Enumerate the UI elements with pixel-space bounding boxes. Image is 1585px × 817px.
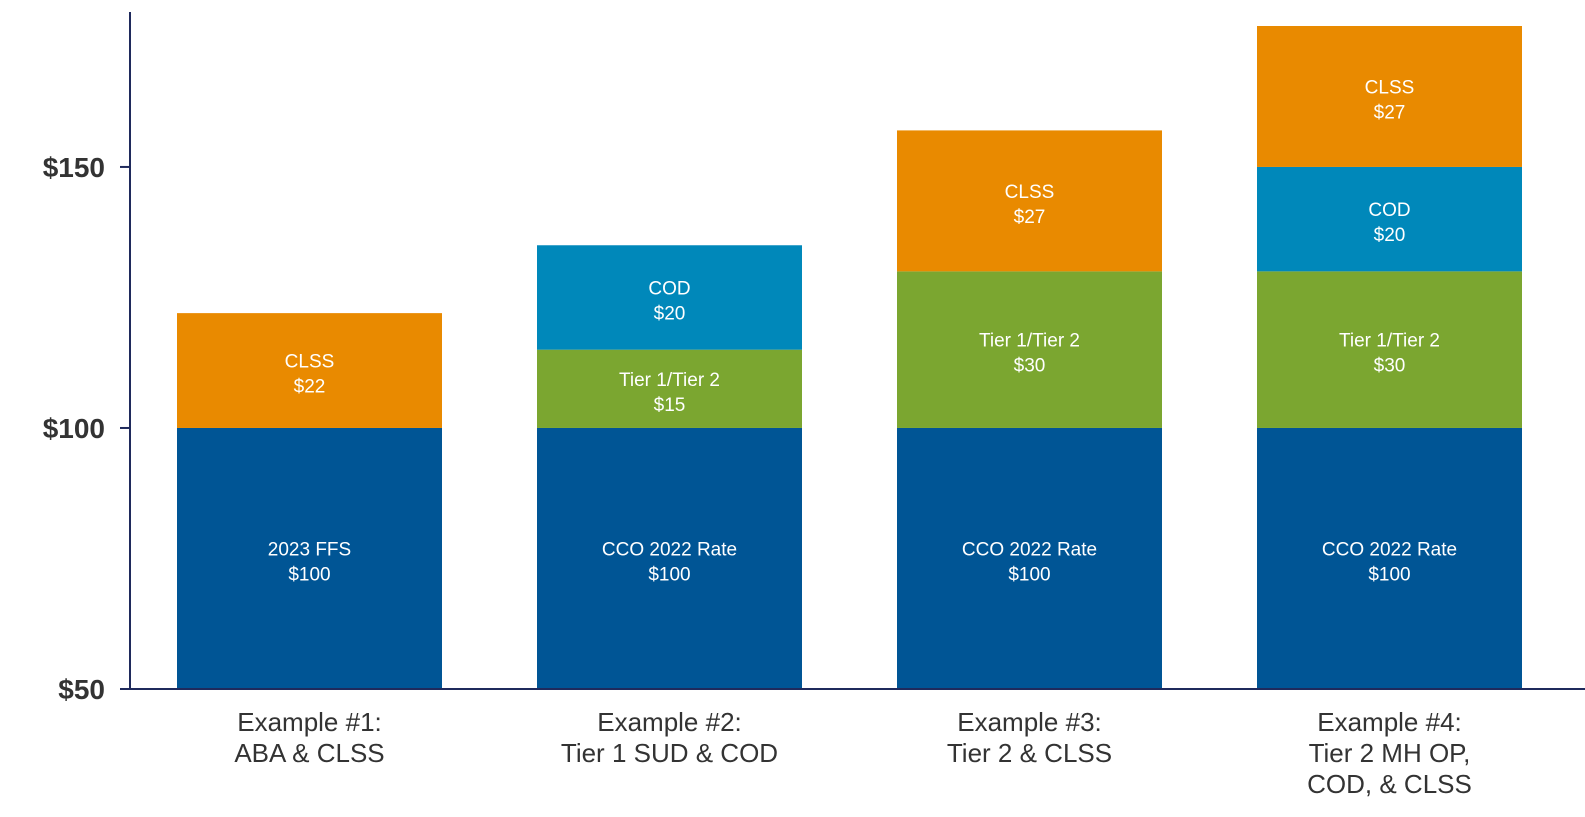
bar-segment-1-2 bbox=[177, 313, 442, 428]
segment-value-label: $15 bbox=[654, 395, 686, 416]
bar-segment-3-3 bbox=[897, 130, 1162, 272]
segment-value-label: $27 bbox=[1374, 102, 1406, 123]
category-label-line: Tier 2 & CLSS bbox=[947, 738, 1112, 768]
y-tick-label: $100 bbox=[43, 413, 105, 444]
category-label-line: Tier 2 MH OP, bbox=[1309, 738, 1471, 768]
bar-segment-2-3 bbox=[537, 245, 802, 350]
bar-segment-4-3 bbox=[1257, 166, 1522, 272]
category-label-line: Example #4: bbox=[1317, 707, 1462, 737]
segment-name-label: Tier 1/Tier 2 bbox=[979, 331, 1080, 352]
y-ticks-group: $50 $100 $150 bbox=[43, 152, 130, 705]
bar-segment-2-2 bbox=[537, 349, 802, 428]
bar-segment-4-1 bbox=[1257, 427, 1522, 689]
segment-labels-group: 2023 FFS $100 CLSS $22 CCO 2022 Rate $100 Tier… bbox=[268, 77, 1457, 585]
bar-segment-1-1 bbox=[177, 427, 442, 689]
segment-value-label: $100 bbox=[1368, 564, 1410, 585]
category-label-line: COD, & CLSS bbox=[1307, 769, 1472, 799]
segment-value-label: $20 bbox=[654, 303, 686, 324]
axes-group bbox=[129, 12, 1585, 690]
segment-value-label: $100 bbox=[288, 564, 330, 585]
y-tick-label: $150 bbox=[43, 152, 105, 183]
segment-value-label: $20 bbox=[1374, 225, 1406, 246]
y-tick-label: $50 bbox=[58, 674, 105, 705]
segment-name-label: Tier 1/Tier 2 bbox=[619, 370, 720, 391]
bar-segment-4-2 bbox=[1257, 271, 1522, 428]
segment-name-label: Tier 1/Tier 2 bbox=[1339, 331, 1440, 352]
segment-value-label: $30 bbox=[1374, 356, 1406, 377]
segment-value-label: $100 bbox=[1008, 564, 1050, 585]
category-label-line: Tier 1 SUD & COD bbox=[561, 738, 778, 768]
segment-name-label: CLSS bbox=[1005, 182, 1055, 203]
bar-segment-3-2 bbox=[897, 271, 1162, 428]
segment-value-label: $27 bbox=[1014, 207, 1046, 228]
segment-value-label: $100 bbox=[648, 564, 690, 585]
category-label-line: Example #1: bbox=[237, 707, 382, 737]
segment-name-label: COD bbox=[648, 278, 690, 299]
category-label-line: Example #2: bbox=[597, 707, 742, 737]
segment-value-label: $30 bbox=[1014, 356, 1046, 377]
category-label-line: ABA & CLSS bbox=[234, 738, 384, 768]
category-label-line: Example #3: bbox=[957, 707, 1102, 737]
segment-name-label: COD bbox=[1368, 200, 1410, 221]
bar-segment-2-1 bbox=[537, 427, 802, 689]
segment-name-label: CCO 2022 Rate bbox=[602, 539, 737, 560]
segment-name-label: 2023 FFS bbox=[268, 539, 351, 560]
segment-name-label: CCO 2022 Rate bbox=[962, 539, 1097, 560]
segment-name-label: CCO 2022 Rate bbox=[1322, 539, 1457, 560]
bar-segment-3-1 bbox=[897, 427, 1162, 689]
category-labels-group: Example #1:ABA & CLSS Example #2:Tier 1 S… bbox=[234, 707, 1472, 799]
segment-name-label: CLSS bbox=[285, 352, 335, 373]
segment-name-label: CLSS bbox=[1365, 77, 1415, 98]
bar-segment-4-4 bbox=[1257, 26, 1522, 167]
bars-group bbox=[177, 26, 1522, 689]
segment-value-label: $22 bbox=[294, 377, 326, 398]
